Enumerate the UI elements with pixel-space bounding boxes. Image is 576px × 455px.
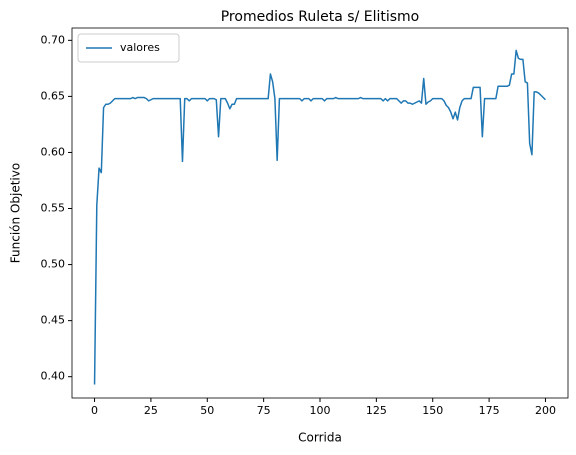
y-tick-label: 0.40: [41, 370, 66, 383]
legend: valores: [77, 33, 180, 63]
chart-title: Promedios Ruleta s/ Elitismo: [221, 9, 420, 25]
y-tick-label: 0.60: [41, 145, 66, 158]
x-tick-label: 175: [479, 404, 500, 417]
x-tick-label: 150: [422, 404, 443, 417]
x-tick-label: 0: [91, 404, 98, 417]
y-tick-label: 0.45: [41, 314, 66, 327]
x-axis-label: Corrida: [298, 431, 342, 445]
x-tick-label: 125: [366, 404, 387, 417]
axes-frame: [71, 27, 569, 399]
x-tick-label: 100: [310, 404, 331, 417]
x-tick-label: 25: [144, 404, 158, 417]
legend-label: valores: [120, 41, 160, 54]
y-tick-label: 0.50: [41, 258, 66, 271]
x-tick-label: 50: [200, 404, 214, 417]
legend-box: [77, 33, 180, 63]
y-tick-label: 0.70: [41, 33, 66, 46]
x-tick-label: 200: [535, 404, 556, 417]
y-axis-label: Función Objetivo: [9, 163, 23, 263]
y-tick-label: 0.55: [41, 202, 66, 215]
y-tick-label: 0.65: [41, 89, 66, 102]
x-tick-label: 75: [257, 404, 271, 417]
data-line: [93, 49, 546, 385]
